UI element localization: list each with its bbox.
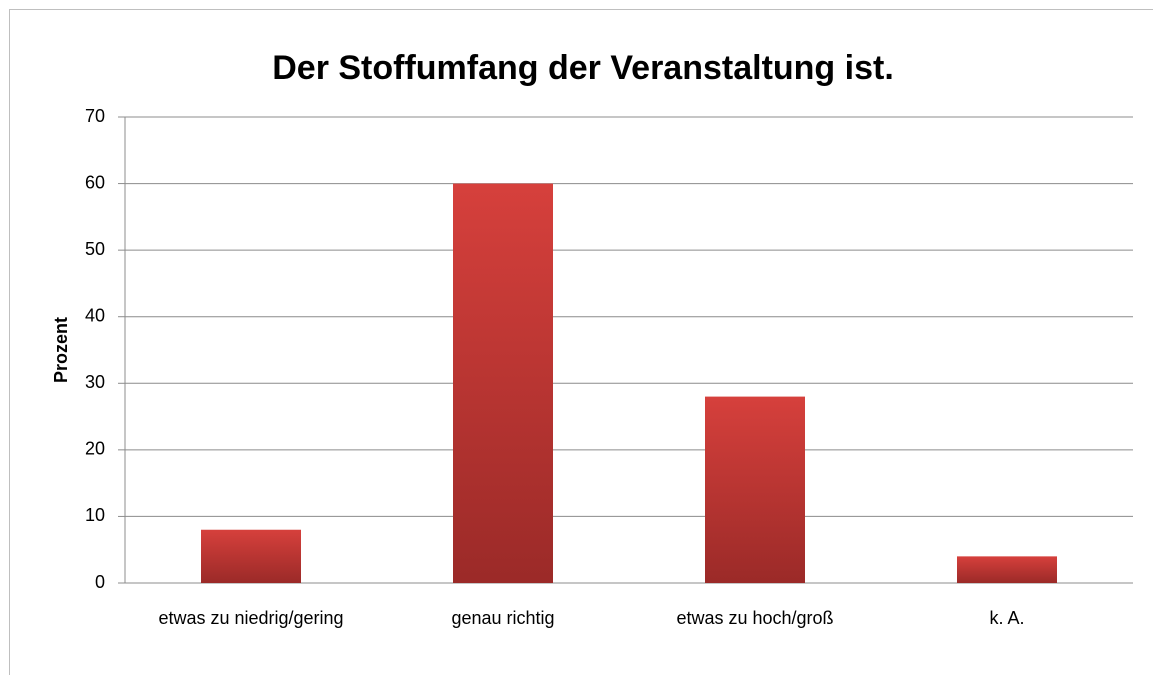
- bar: [201, 529, 301, 583]
- bar: [957, 556, 1057, 583]
- y-tick-label: 10: [85, 505, 105, 525]
- y-tick-label: 40: [85, 305, 105, 325]
- y-tick-label: 20: [85, 439, 105, 459]
- x-tick-label: k. A.: [989, 608, 1025, 628]
- y-tick-label: 50: [85, 239, 105, 259]
- x-tick-label: etwas zu niedrig/gering: [158, 608, 344, 628]
- y-axis-title: Prozent: [51, 317, 71, 383]
- bar: [705, 396, 805, 583]
- chart-title: Der Stoffumfang der Veranstaltung ist.: [272, 49, 894, 87]
- y-tick-label: 30: [85, 372, 105, 392]
- x-tick-label: etwas zu hoch/groß: [676, 608, 834, 628]
- y-tick-label: 70: [85, 106, 105, 126]
- x-tick-label: genau richtig: [451, 608, 555, 628]
- frame: [9, 9, 1153, 675]
- y-tick-label: 60: [85, 172, 105, 192]
- y-tick-label: 0: [95, 572, 105, 592]
- bar: [453, 183, 553, 584]
